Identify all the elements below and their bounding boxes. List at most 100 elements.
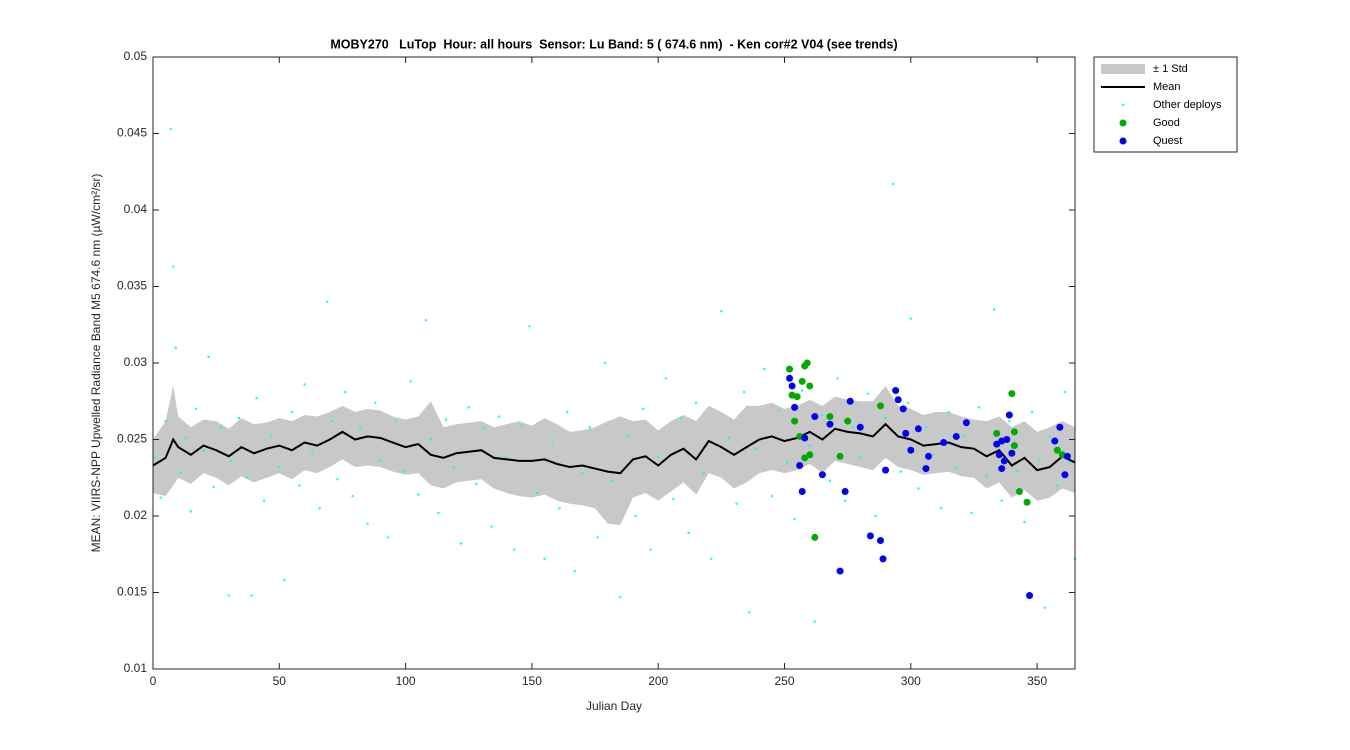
other-point [566, 410, 569, 414]
point [866, 532, 874, 540]
point [1053, 446, 1061, 454]
legend-swatch [1119, 119, 1127, 127]
point [940, 439, 948, 447]
other-point [962, 435, 966, 438]
other-point [742, 390, 746, 394]
other-point [386, 536, 390, 539]
x-tick-label: 250 [774, 674, 794, 688]
other-point [417, 493, 420, 496]
legend: ± 1 Std Mean Other deploys Good Quest [1093, 56, 1238, 153]
legend-swatch [1101, 64, 1145, 74]
other-point [747, 611, 751, 614]
point [806, 451, 814, 459]
other-point [702, 471, 705, 475]
other-point [331, 419, 334, 423]
point [924, 452, 932, 460]
other-point [909, 317, 913, 320]
point [803, 359, 811, 367]
x-tick-label: 150 [522, 674, 542, 688]
other-point [310, 452, 314, 455]
point [1000, 457, 1008, 465]
other-point [558, 507, 561, 510]
y-tick-label: 0.045 [117, 126, 147, 140]
other-point [444, 418, 448, 421]
other-point [793, 517, 796, 521]
other-point [992, 308, 996, 311]
other-point [467, 406, 470, 409]
other-point [891, 182, 895, 186]
other-point [475, 482, 478, 486]
point [826, 420, 834, 428]
point [1061, 471, 1069, 479]
y-tick-label: 0.04 [124, 202, 148, 216]
point [1015, 488, 1023, 496]
point [892, 387, 900, 395]
point [846, 397, 854, 405]
point [1063, 452, 1071, 460]
other-point [343, 390, 347, 394]
other-point [270, 433, 273, 437]
other-point [679, 416, 683, 420]
other-point [611, 479, 614, 483]
other-point [1056, 484, 1059, 487]
other-point [207, 355, 210, 359]
point [1056, 423, 1064, 431]
other-point [917, 487, 920, 490]
other-point [318, 507, 321, 510]
point [801, 434, 809, 442]
other-point [159, 496, 162, 499]
other-point [1000, 499, 1003, 502]
other-point [884, 416, 887, 420]
other-point [290, 410, 294, 414]
y-axis-label: MEAN: VIIRS-NPP Upwelled Radiance Band M… [89, 174, 103, 553]
plot-area [153, 57, 1075, 669]
other-point [351, 494, 354, 498]
other-point [735, 502, 738, 505]
other-point [212, 485, 215, 489]
other-point [664, 377, 667, 380]
other-point [755, 447, 758, 450]
other-point [535, 491, 539, 495]
other-point [813, 620, 817, 623]
point [1008, 390, 1016, 398]
other-point [821, 413, 824, 417]
other-point [174, 346, 177, 349]
other-point [603, 361, 607, 365]
other-point [596, 536, 599, 539]
point [826, 413, 834, 421]
point [1051, 437, 1059, 445]
x-tick-label: 200 [648, 674, 668, 688]
other-point [379, 459, 382, 463]
other-point [778, 409, 781, 412]
other-point [424, 318, 428, 322]
legend-swatch [1121, 103, 1125, 107]
other-point [626, 435, 630, 438]
y-tick-label: 0.015 [117, 585, 147, 599]
other-point [452, 465, 455, 469]
point [786, 374, 794, 382]
point [1008, 449, 1016, 457]
x-tick-label: 300 [901, 674, 921, 688]
other-point [550, 441, 554, 444]
other-point [924, 426, 928, 429]
other-point [194, 407, 198, 411]
other-point [394, 419, 397, 423]
other-point [1048, 435, 1051, 438]
other-point [947, 410, 950, 414]
other-point [245, 476, 248, 479]
point [876, 402, 884, 410]
other-point [843, 499, 847, 502]
other-point [1030, 410, 1034, 414]
other-point [303, 383, 306, 386]
point [998, 465, 1006, 473]
point [1023, 498, 1031, 506]
y-tick-label: 0.02 [124, 508, 148, 522]
other-point [184, 436, 188, 440]
point [793, 393, 801, 401]
other-point [874, 514, 877, 518]
other-point [785, 461, 789, 464]
point [876, 536, 884, 544]
point [1026, 592, 1034, 600]
other-point [172, 265, 175, 268]
